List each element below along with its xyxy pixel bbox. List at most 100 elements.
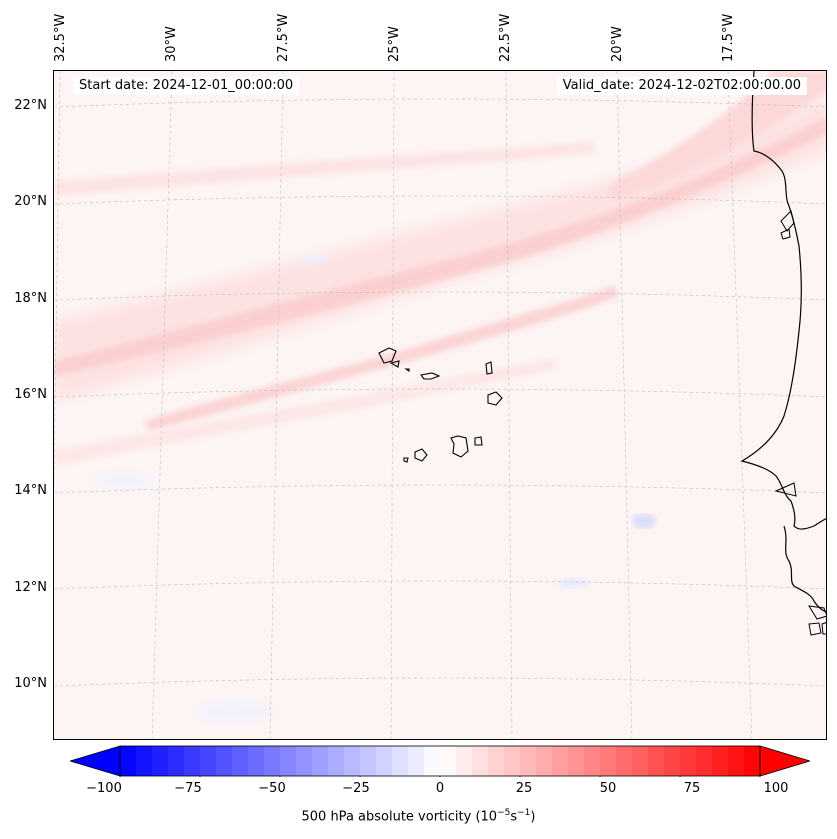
- colorbar-tick-label: −50: [258, 781, 286, 796]
- gridline-20w: [616, 71, 633, 739]
- colorbar-cell: [616, 746, 633, 776]
- gridline-30w: [151, 71, 173, 739]
- island-santa-luzia: [404, 368, 410, 373]
- lat-label-14n: 14°N: [14, 483, 47, 498]
- colorbar-cell: [648, 746, 665, 776]
- colorbar-label-suffix: ): [530, 809, 536, 825]
- lon-label-20w: 20°W: [610, 26, 625, 62]
- gridline-14n: [54, 484, 826, 494]
- colorbar-label-exp1: −5: [497, 808, 511, 818]
- colorbar-tick-label: 25: [515, 781, 533, 796]
- colorbar-cell: [216, 746, 233, 776]
- gridline-22-5w: [505, 71, 513, 739]
- lat-label-16n: 16°N: [14, 387, 47, 402]
- colorbar-tick-marks: [119, 776, 761, 777]
- island-boa-vista: [487, 391, 503, 406]
- colorbar-tick-label: −25: [342, 781, 370, 796]
- colorbar-max-extend: [759, 745, 810, 777]
- coastal-island-north-2: [780, 228, 791, 240]
- graticule: [54, 71, 826, 739]
- gridline-20n: [54, 195, 826, 205]
- colorbar-cell: [584, 746, 601, 776]
- colorbar-cell: [248, 746, 265, 776]
- vorticity-streak-north: [54, 141, 594, 196]
- colorbar-cell: [728, 746, 745, 776]
- colorbar-cell: [520, 746, 537, 776]
- colorbar-cell: [120, 746, 137, 776]
- vorticity-field: [54, 71, 826, 739]
- gridline-10n: [54, 677, 826, 687]
- colorbar-cell: [472, 746, 489, 776]
- island-santo-antao: [378, 347, 397, 364]
- start-date-label: Start date: 2024-12-01_00:00:00: [73, 77, 300, 95]
- colorbar-cell: [440, 746, 457, 776]
- negative-vorticity-patch-1: [632, 514, 656, 528]
- colorbar-tick-label: −100: [86, 781, 122, 796]
- colorbar-tick-label: 75: [683, 781, 701, 796]
- island-sal: [485, 361, 493, 375]
- colorbar-cell: [392, 746, 409, 776]
- colorbar: [70, 745, 810, 777]
- colorbar-cell: [696, 746, 713, 776]
- colorbar-cell: [552, 746, 569, 776]
- colorbar-cell: [408, 746, 425, 776]
- colorbar-cell: [376, 746, 393, 776]
- colorbar-cell: [200, 746, 217, 776]
- lon-label-27-5w: 27.5°W: [276, 13, 291, 62]
- colorbar-label-prefix: 500 hPa absolute vorticity (10: [301, 809, 498, 825]
- gridline-22n: [54, 98, 826, 108]
- colorbar-cell: [264, 746, 281, 776]
- lat-label-20n: 20°N: [14, 194, 47, 209]
- gridline-25w: [390, 71, 395, 739]
- colorbar-cells: [120, 746, 761, 776]
- colorbar-label-mid: s: [510, 809, 518, 825]
- colorbar-cell: [504, 746, 521, 776]
- gridline-16n: [54, 388, 826, 398]
- gridline-18n: [54, 291, 826, 301]
- negative-vorticity-patch-2: [558, 578, 590, 588]
- colorbar-cell: [456, 746, 473, 776]
- negative-vorticity-patch-3: [300, 254, 328, 264]
- coastal-island-north-1: [780, 210, 795, 232]
- gridline-17-5w: [727, 71, 753, 739]
- lon-label-30w: 30°W: [164, 26, 179, 62]
- cape-verde-islands: [378, 347, 503, 463]
- gridline-27-5w: [269, 71, 284, 739]
- colorbar-cell: [536, 746, 553, 776]
- colorbar-tick-label: 0: [435, 781, 445, 796]
- colorbar-cell: [632, 746, 649, 776]
- colorbar-cell: [744, 746, 761, 776]
- colorbar-cell: [360, 746, 377, 776]
- valid-date-label: Valid_date: 2024-12-02T02:00:00.00: [556, 77, 807, 95]
- lat-label-18n: 18°N: [14, 291, 47, 306]
- colorbar-cell: [680, 746, 697, 776]
- vorticity-streak-south: [54, 359, 554, 466]
- colorbar-cell: [312, 746, 329, 776]
- colorbar-cell: [664, 746, 681, 776]
- colorbar-cell: [488, 746, 505, 776]
- colorbar-cell: [232, 746, 249, 776]
- bijagos-island-3: [821, 622, 826, 635]
- colorbar-min-extend: [70, 745, 121, 777]
- colorbar-cell: [296, 746, 313, 776]
- colorbar-tick-label: −75: [174, 781, 202, 796]
- colorbar-tick-label: 50: [599, 781, 617, 796]
- colorbar-cell: [328, 746, 345, 776]
- lon-label-22-5w: 22.5°W: [498, 13, 513, 62]
- colorbar-cell: [168, 746, 185, 776]
- coastline-africa: [740, 71, 826, 530]
- colorbar-tick-label: 100: [763, 781, 789, 796]
- island-brava: [403, 457, 409, 463]
- lat-label-22n: 22°N: [14, 98, 47, 113]
- island-fogo: [414, 448, 428, 462]
- negative-vorticity-patch-4: [194, 701, 274, 721]
- colorbar-cell: [600, 746, 617, 776]
- lat-label-10n: 10°N: [14, 676, 47, 691]
- negative-vorticity-patch-5: [94, 473, 154, 489]
- island-santiago: [450, 435, 469, 458]
- bijagos-island-2: [808, 622, 822, 636]
- island-sao-vicente: [389, 360, 400, 368]
- gridline-12n: [54, 580, 826, 590]
- island-maio: [474, 436, 483, 446]
- colorbar-cell: [344, 746, 361, 776]
